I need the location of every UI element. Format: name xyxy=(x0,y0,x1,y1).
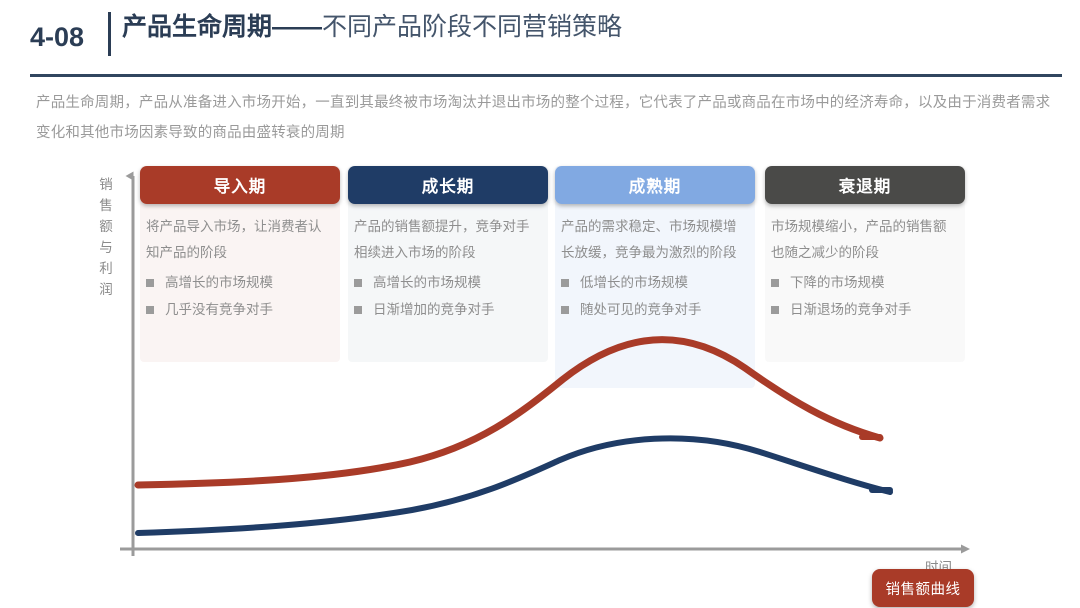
stage-2-header[interactable]: 成长期 xyxy=(348,166,548,204)
bullet-label: 低增长的市场规模 xyxy=(580,275,688,290)
profit-curve-line xyxy=(135,435,893,536)
list-item: 日渐增加的竞争对手 xyxy=(354,296,548,323)
bullet-label: 日渐增加的竞争对手 xyxy=(373,302,495,317)
stage-column-4[interactable]: 衰退期 市场规模缩小，产品的销售额也随之减少的阶段 下降的市场规模 日渐退场的竞… xyxy=(765,166,965,323)
list-item: 高增长的市场规模 xyxy=(354,269,548,296)
bullet-square-icon xyxy=(561,279,569,287)
bullet-square-icon xyxy=(771,306,779,314)
lifecycle-chart: 销售额与利润 时间 导入期 将产品导入市场，让消费者认知产品的阶段 高增长的市场… xyxy=(0,152,1080,608)
stage-3-description: 产品的需求稳定、市场规模增长放缓，竞争最为激烈的阶段 xyxy=(561,219,737,260)
stage-2-description: 产品的销售额提升，竞争对手相续进入市场的阶段 xyxy=(354,219,530,260)
title-divider xyxy=(108,12,111,56)
bullet-label: 随处可见的竞争对手 xyxy=(580,302,702,317)
list-item: 下降的市场规模 xyxy=(771,269,965,296)
stage-column-1[interactable]: 导入期 将产品导入市场，让消费者认知产品的阶段 高增长的市场规模 几乎没有竞争对… xyxy=(140,166,340,362)
bullet-square-icon xyxy=(354,279,362,287)
bullet-square-icon xyxy=(146,279,154,287)
bullet-square-icon xyxy=(146,306,154,314)
stage-3-bullets: 低增长的市场规模 随处可见的竞争对手 xyxy=(555,269,755,323)
stage-1-bullets: 高增长的市场规模 几乎没有竞争对手 xyxy=(140,269,340,323)
stage-2-bullets: 高增长的市场规模 日渐增加的竞争对手 xyxy=(348,269,548,323)
sales-curve-line xyxy=(134,336,884,489)
bullet-square-icon xyxy=(561,306,569,314)
stage-4-bullets: 下降的市场规模 日渐退场的竞争对手 xyxy=(765,269,965,323)
intro-paragraph: 产品生命周期，产品从准备进入市场开始，一直到其最终被市场淘汰并退出市场的整个过程… xyxy=(36,95,1051,141)
bullet-label: 日渐退场的竞争对手 xyxy=(790,302,912,317)
list-item: 随处可见的竞争对手 xyxy=(561,296,755,323)
stage-1-header[interactable]: 导入期 xyxy=(140,166,340,204)
page-title-subtitle: 不同产品阶段不同营销策略 xyxy=(322,13,623,41)
stage-4-description: 市场规模缩小，产品的销售额也随之减少的阶段 xyxy=(771,219,947,260)
stage-1-description: 将产品导入市场，让消费者认知产品的阶段 xyxy=(146,219,322,260)
bullet-square-icon xyxy=(354,306,362,314)
bullet-square-icon xyxy=(771,279,779,287)
slide-header: 4-08 产品生命周期——不同产品阶段不同营销策略 xyxy=(0,0,1080,82)
sales-curve-badge[interactable]: 销售额曲线 xyxy=(872,569,974,607)
page-title: 产品生命周期——不同产品阶段不同营销策略 xyxy=(122,8,742,46)
bullet-label: 高增长的市场规模 xyxy=(165,275,273,290)
header-rule xyxy=(30,74,1062,77)
stage-3-header[interactable]: 成熟期 xyxy=(555,166,755,204)
list-item: 日渐退场的竞争对手 xyxy=(771,296,965,323)
chart-axes xyxy=(120,171,970,556)
stage-column-2[interactable]: 成长期 产品的销售额提升，竞争对手相续进入市场的阶段 高增长的市场规模 日渐增加… xyxy=(348,166,548,362)
bullet-label: 几乎没有竞争对手 xyxy=(165,302,273,317)
bullet-label: 下降的市场规模 xyxy=(790,275,885,290)
stage-4-header[interactable]: 衰退期 xyxy=(765,166,965,204)
y-axis-label: 销售额与利润 xyxy=(99,177,113,297)
chart-curves xyxy=(134,336,893,536)
slide-number: 4-08 xyxy=(30,22,85,52)
bullet-label: 高增长的市场规模 xyxy=(373,275,481,290)
list-item: 低增长的市场规模 xyxy=(561,269,755,296)
list-item: 高增长的市场规模 xyxy=(146,269,340,296)
stage-column-3[interactable]: 成熟期 产品的需求稳定、市场规模增长放缓，竞争最为激烈的阶段 低增长的市场规模 … xyxy=(555,166,755,388)
list-item: 几乎没有竞争对手 xyxy=(146,296,340,323)
page-title-main: 产品生命周期—— xyxy=(122,13,323,41)
